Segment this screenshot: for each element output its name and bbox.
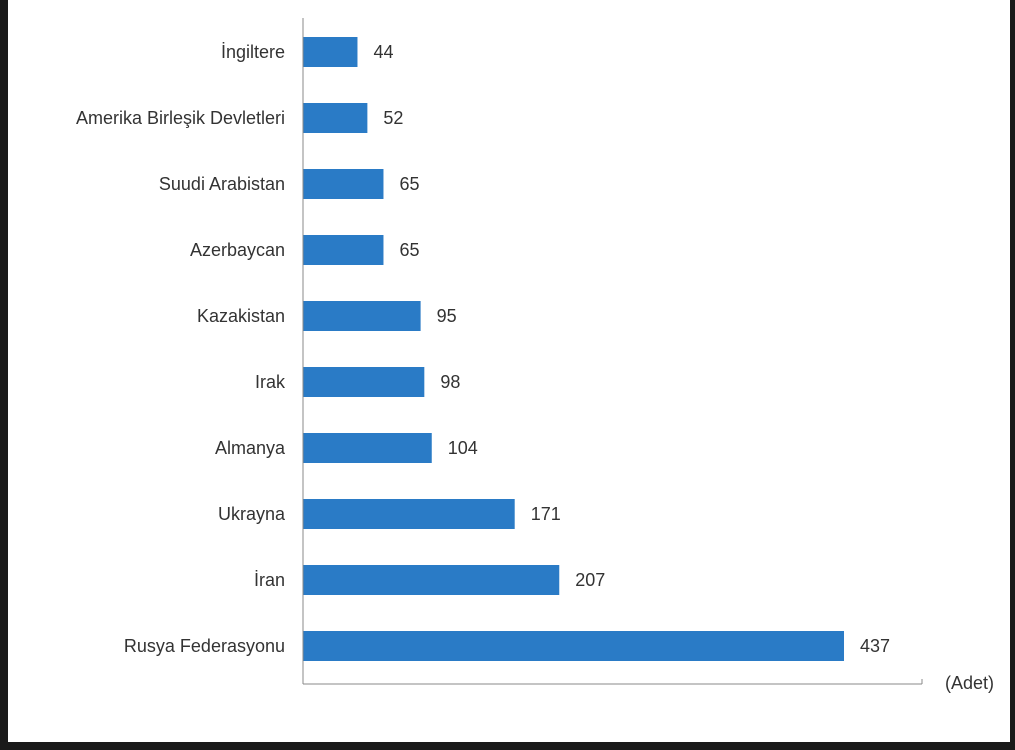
y-tick-label: Almanya xyxy=(215,438,286,458)
bar xyxy=(303,235,384,265)
y-tick-label: Azerbaycan xyxy=(190,240,285,260)
value-label: 65 xyxy=(399,240,419,260)
value-label: 44 xyxy=(373,42,393,62)
bar xyxy=(303,367,425,397)
value-label: 171 xyxy=(531,504,561,524)
value-label: 52 xyxy=(383,108,403,128)
y-tick-label: İran xyxy=(254,570,285,590)
bar xyxy=(303,103,368,133)
y-tick-label: Amerika Birleşik Devletleri xyxy=(76,108,285,128)
bar xyxy=(303,37,358,67)
y-tick-label: Rusya Federasyonu xyxy=(124,636,285,656)
y-tick-label: Suudi Arabistan xyxy=(159,174,285,194)
y-tick-label: Ukrayna xyxy=(218,504,286,524)
y-tick-label: Irak xyxy=(255,372,286,392)
x-axis-label: (Adet) xyxy=(945,673,994,693)
value-label: 437 xyxy=(860,636,890,656)
value-label: 65 xyxy=(399,174,419,194)
value-label: 95 xyxy=(437,306,457,326)
bar xyxy=(303,565,560,595)
bar xyxy=(303,433,432,463)
y-tick-label: İngiltere xyxy=(221,42,285,62)
bar xyxy=(303,169,384,199)
bar xyxy=(303,301,421,331)
bar xyxy=(303,499,515,529)
value-label: 207 xyxy=(575,570,605,590)
chart-background xyxy=(8,0,1010,742)
y-tick-label: Kazakistan xyxy=(197,306,285,326)
value-label: 98 xyxy=(440,372,460,392)
bar xyxy=(303,631,845,661)
value-label: 104 xyxy=(448,438,478,458)
